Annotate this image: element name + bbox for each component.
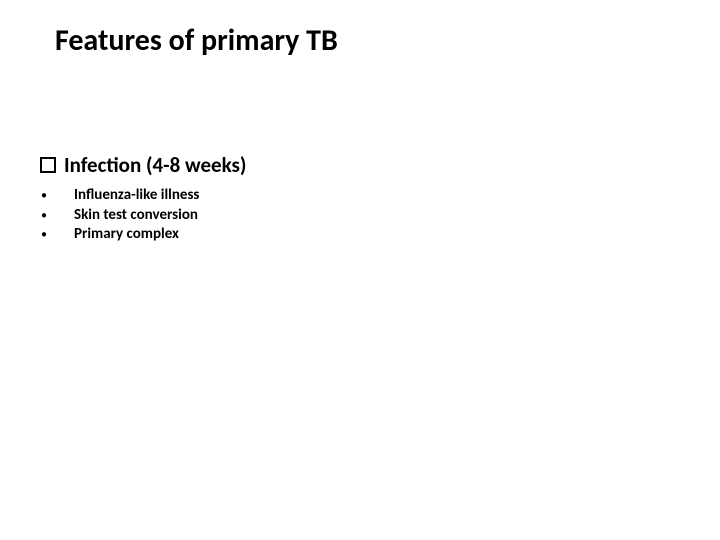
list-item: • Skin test conversion [40, 206, 199, 226]
bullet-icon: • [40, 228, 48, 244]
slide: Features of primary TB Infection (4-8 we… [0, 0, 720, 540]
bullet-icon: • [40, 209, 48, 225]
checkbox-bullet-icon [40, 157, 56, 173]
list-item: • Primary complex [40, 225, 199, 245]
bullet-list: • Influenza-like illness • Skin test con… [40, 186, 199, 245]
bullet-text: Skin test conversion [74, 206, 198, 226]
bullet-text: Influenza-like illness [74, 186, 199, 206]
section-label: Infection (4-8 weeks) [64, 152, 246, 178]
bullet-text: Primary complex [74, 225, 179, 245]
section-heading: Infection (4-8 weeks) [40, 152, 246, 178]
slide-title: Features of primary TB [55, 22, 338, 59]
list-item: • Influenza-like illness [40, 186, 199, 206]
bullet-icon: • [40, 189, 48, 205]
